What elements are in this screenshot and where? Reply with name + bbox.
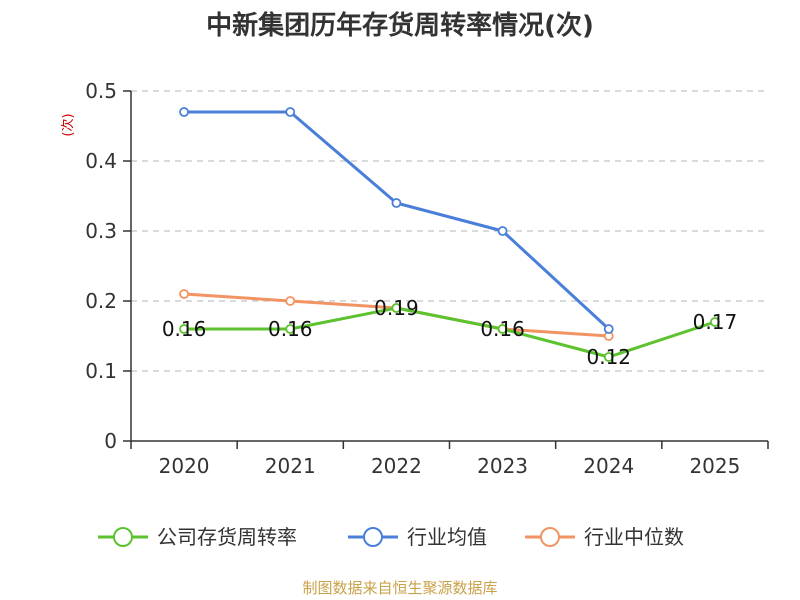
x-tick-label: 2024 (583, 454, 634, 478)
legend-swatch-marker (113, 527, 133, 547)
x-tick-label: 2023 (477, 454, 528, 478)
series-point-1 (603, 324, 614, 334)
series-point-0 (285, 324, 296, 334)
x-tick-label: 2020 (159, 454, 210, 478)
y-tick-label: 0.4 (85, 149, 117, 173)
y-tick-label: 0.3 (85, 219, 117, 243)
series-point-0 (497, 324, 508, 334)
y-tick-label: 0.5 (85, 79, 117, 103)
x-tick-label: 2022 (371, 454, 422, 478)
data-label: 0.16 (268, 317, 313, 341)
series-lines (179, 107, 720, 362)
series-point-1 (497, 226, 508, 236)
series-point-0 (603, 352, 614, 362)
legend-label: 行业中位数 (584, 525, 684, 549)
legend-swatch-marker (363, 527, 383, 547)
series-point-0 (179, 324, 189, 334)
grid-lines (131, 90, 768, 372)
source-note: 制图数据来自恒生聚源数据库 (302, 579, 497, 597)
series-point-1 (285, 107, 296, 117)
x-tick-label: 2021 (265, 454, 316, 478)
data-label: 0.16 (480, 317, 525, 341)
series-line-0 (184, 306, 716, 359)
series-point-2 (179, 289, 189, 299)
data-label: 0.12 (586, 345, 631, 369)
data-label: 0.17 (693, 310, 738, 334)
legend-swatch-marker (540, 527, 560, 547)
series-point-2 (285, 296, 296, 306)
data-label: 0.16 (162, 317, 207, 341)
legend-label: 公司存货周转率 (157, 525, 297, 549)
series-point-0 (391, 303, 402, 313)
data-labels: 0.16 0.16 0.19 0.16 0.12 0.17 (162, 296, 737, 369)
legend-item-0[interactable]: 公司存货周转率 (98, 525, 297, 549)
legend-label: 行业均值 (407, 525, 487, 549)
series-point-1 (391, 198, 402, 208)
data-label: 0.19 (374, 296, 419, 320)
legend[interactable]: 公司存货周转率 行业均值 行业中位数 (98, 525, 684, 549)
y-tick-label: 0.2 (85, 289, 117, 313)
y-tick-label: 0.1 (85, 359, 117, 383)
legend-item-1[interactable]: 行业均值 (348, 525, 487, 549)
y-tick-label: 0 (104, 429, 117, 453)
y-axis-label: (次) (60, 113, 76, 136)
series-point-1 (179, 107, 189, 117)
axes: 0 0.1 0.2 0.3 0.4 0.5 2020 2021 2022 2023 2024 2025 (85, 79, 769, 478)
x-tick-label: 2025 (689, 454, 740, 478)
legend-item-2[interactable]: 行业中位数 (525, 525, 684, 549)
chart-title: 中新集团历年存货周转率情况(次) (206, 10, 594, 41)
series-point-0 (710, 317, 720, 327)
